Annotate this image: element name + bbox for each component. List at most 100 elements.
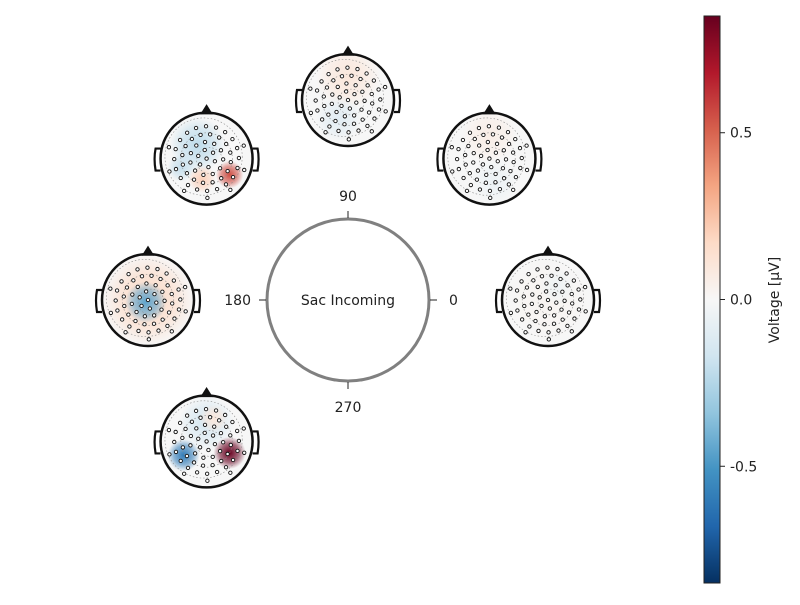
topoplot-head-outline xyxy=(159,111,254,206)
electrode xyxy=(366,110,372,115)
electrode xyxy=(343,89,349,94)
electrode xyxy=(335,67,340,72)
electrode xyxy=(487,156,492,161)
electrode xyxy=(224,141,229,147)
electrode xyxy=(546,330,551,335)
electrode xyxy=(493,180,498,185)
electrode xyxy=(242,167,247,173)
electrode xyxy=(188,160,193,165)
electrode xyxy=(228,159,233,165)
electrode xyxy=(562,298,567,303)
electrode xyxy=(200,180,206,185)
electrode xyxy=(484,172,489,178)
electrode xyxy=(506,141,512,147)
electrode xyxy=(135,267,140,272)
electrode xyxy=(308,110,314,116)
electrode xyxy=(188,433,194,439)
electrode xyxy=(228,442,233,448)
electrode xyxy=(515,308,520,313)
electrode xyxy=(218,430,224,436)
electrode xyxy=(212,159,218,164)
electrode xyxy=(228,470,233,475)
electrode xyxy=(228,187,233,193)
electrode xyxy=(527,324,532,329)
electrode xyxy=(202,422,208,428)
electrode xyxy=(222,412,228,418)
electrode xyxy=(221,440,226,445)
electrode xyxy=(495,159,500,164)
topoplot-blob xyxy=(167,439,200,472)
electrode xyxy=(197,445,203,450)
electrode xyxy=(136,328,141,334)
electrode xyxy=(127,324,132,329)
electrode xyxy=(207,415,213,420)
electrode xyxy=(570,301,575,306)
electrode xyxy=(139,274,145,279)
electrode xyxy=(146,337,151,342)
electrode xyxy=(356,128,361,133)
electrode xyxy=(119,279,124,284)
center-label: Sac Incoming xyxy=(301,293,395,309)
electrode xyxy=(228,433,233,438)
topoplot-head-outline xyxy=(159,394,254,489)
electrode xyxy=(467,171,472,176)
electrode xyxy=(188,150,194,156)
electrode xyxy=(362,98,367,103)
electrode xyxy=(477,143,482,148)
electrode xyxy=(576,307,582,312)
electrode xyxy=(485,139,491,145)
electrode xyxy=(339,103,344,109)
electrode xyxy=(159,307,164,312)
electrode xyxy=(210,171,215,177)
electrode xyxy=(165,283,170,288)
electrode xyxy=(544,281,549,286)
electrode xyxy=(466,143,471,149)
electrode xyxy=(372,116,377,121)
topoplot-left-ear xyxy=(94,288,102,314)
electrode xyxy=(201,455,206,460)
electrode xyxy=(172,439,177,445)
electrode xyxy=(351,121,357,126)
electrode xyxy=(222,129,228,135)
electrode xyxy=(185,465,191,471)
electrode xyxy=(493,171,498,177)
electrode xyxy=(180,435,185,441)
electrode xyxy=(181,471,187,476)
electrode xyxy=(149,273,154,278)
electrode xyxy=(514,288,520,293)
electrode xyxy=(184,413,190,418)
electrode xyxy=(170,301,175,306)
electrode xyxy=(173,429,178,435)
topoplot-contour xyxy=(106,259,184,337)
topoplot-45 xyxy=(436,104,543,206)
electrode xyxy=(142,322,147,327)
electrode xyxy=(506,182,512,187)
electrode xyxy=(230,174,236,180)
electrode xyxy=(322,103,327,109)
electrode xyxy=(513,174,519,180)
electrode xyxy=(184,130,190,135)
electrode xyxy=(142,314,147,319)
electrode xyxy=(478,153,484,159)
electrode xyxy=(569,291,574,297)
electrode xyxy=(545,297,551,303)
electrode xyxy=(560,289,565,294)
topoplot-contour xyxy=(521,273,575,327)
electrode xyxy=(213,408,219,413)
electrode xyxy=(490,132,496,137)
topoplot-contour xyxy=(463,132,516,185)
electrode xyxy=(321,94,326,99)
electrode xyxy=(510,150,516,155)
electrode xyxy=(511,187,516,193)
electrode xyxy=(212,141,217,146)
electrode xyxy=(210,454,215,459)
electrode xyxy=(486,124,492,129)
electrode xyxy=(216,135,222,140)
colorbar-tick-label: -0.5 xyxy=(730,459,757,475)
electrode xyxy=(545,265,550,270)
electrode xyxy=(192,168,198,173)
electrode xyxy=(521,294,526,299)
electrode xyxy=(241,426,246,431)
electrode xyxy=(337,95,342,100)
electrode xyxy=(154,300,159,305)
